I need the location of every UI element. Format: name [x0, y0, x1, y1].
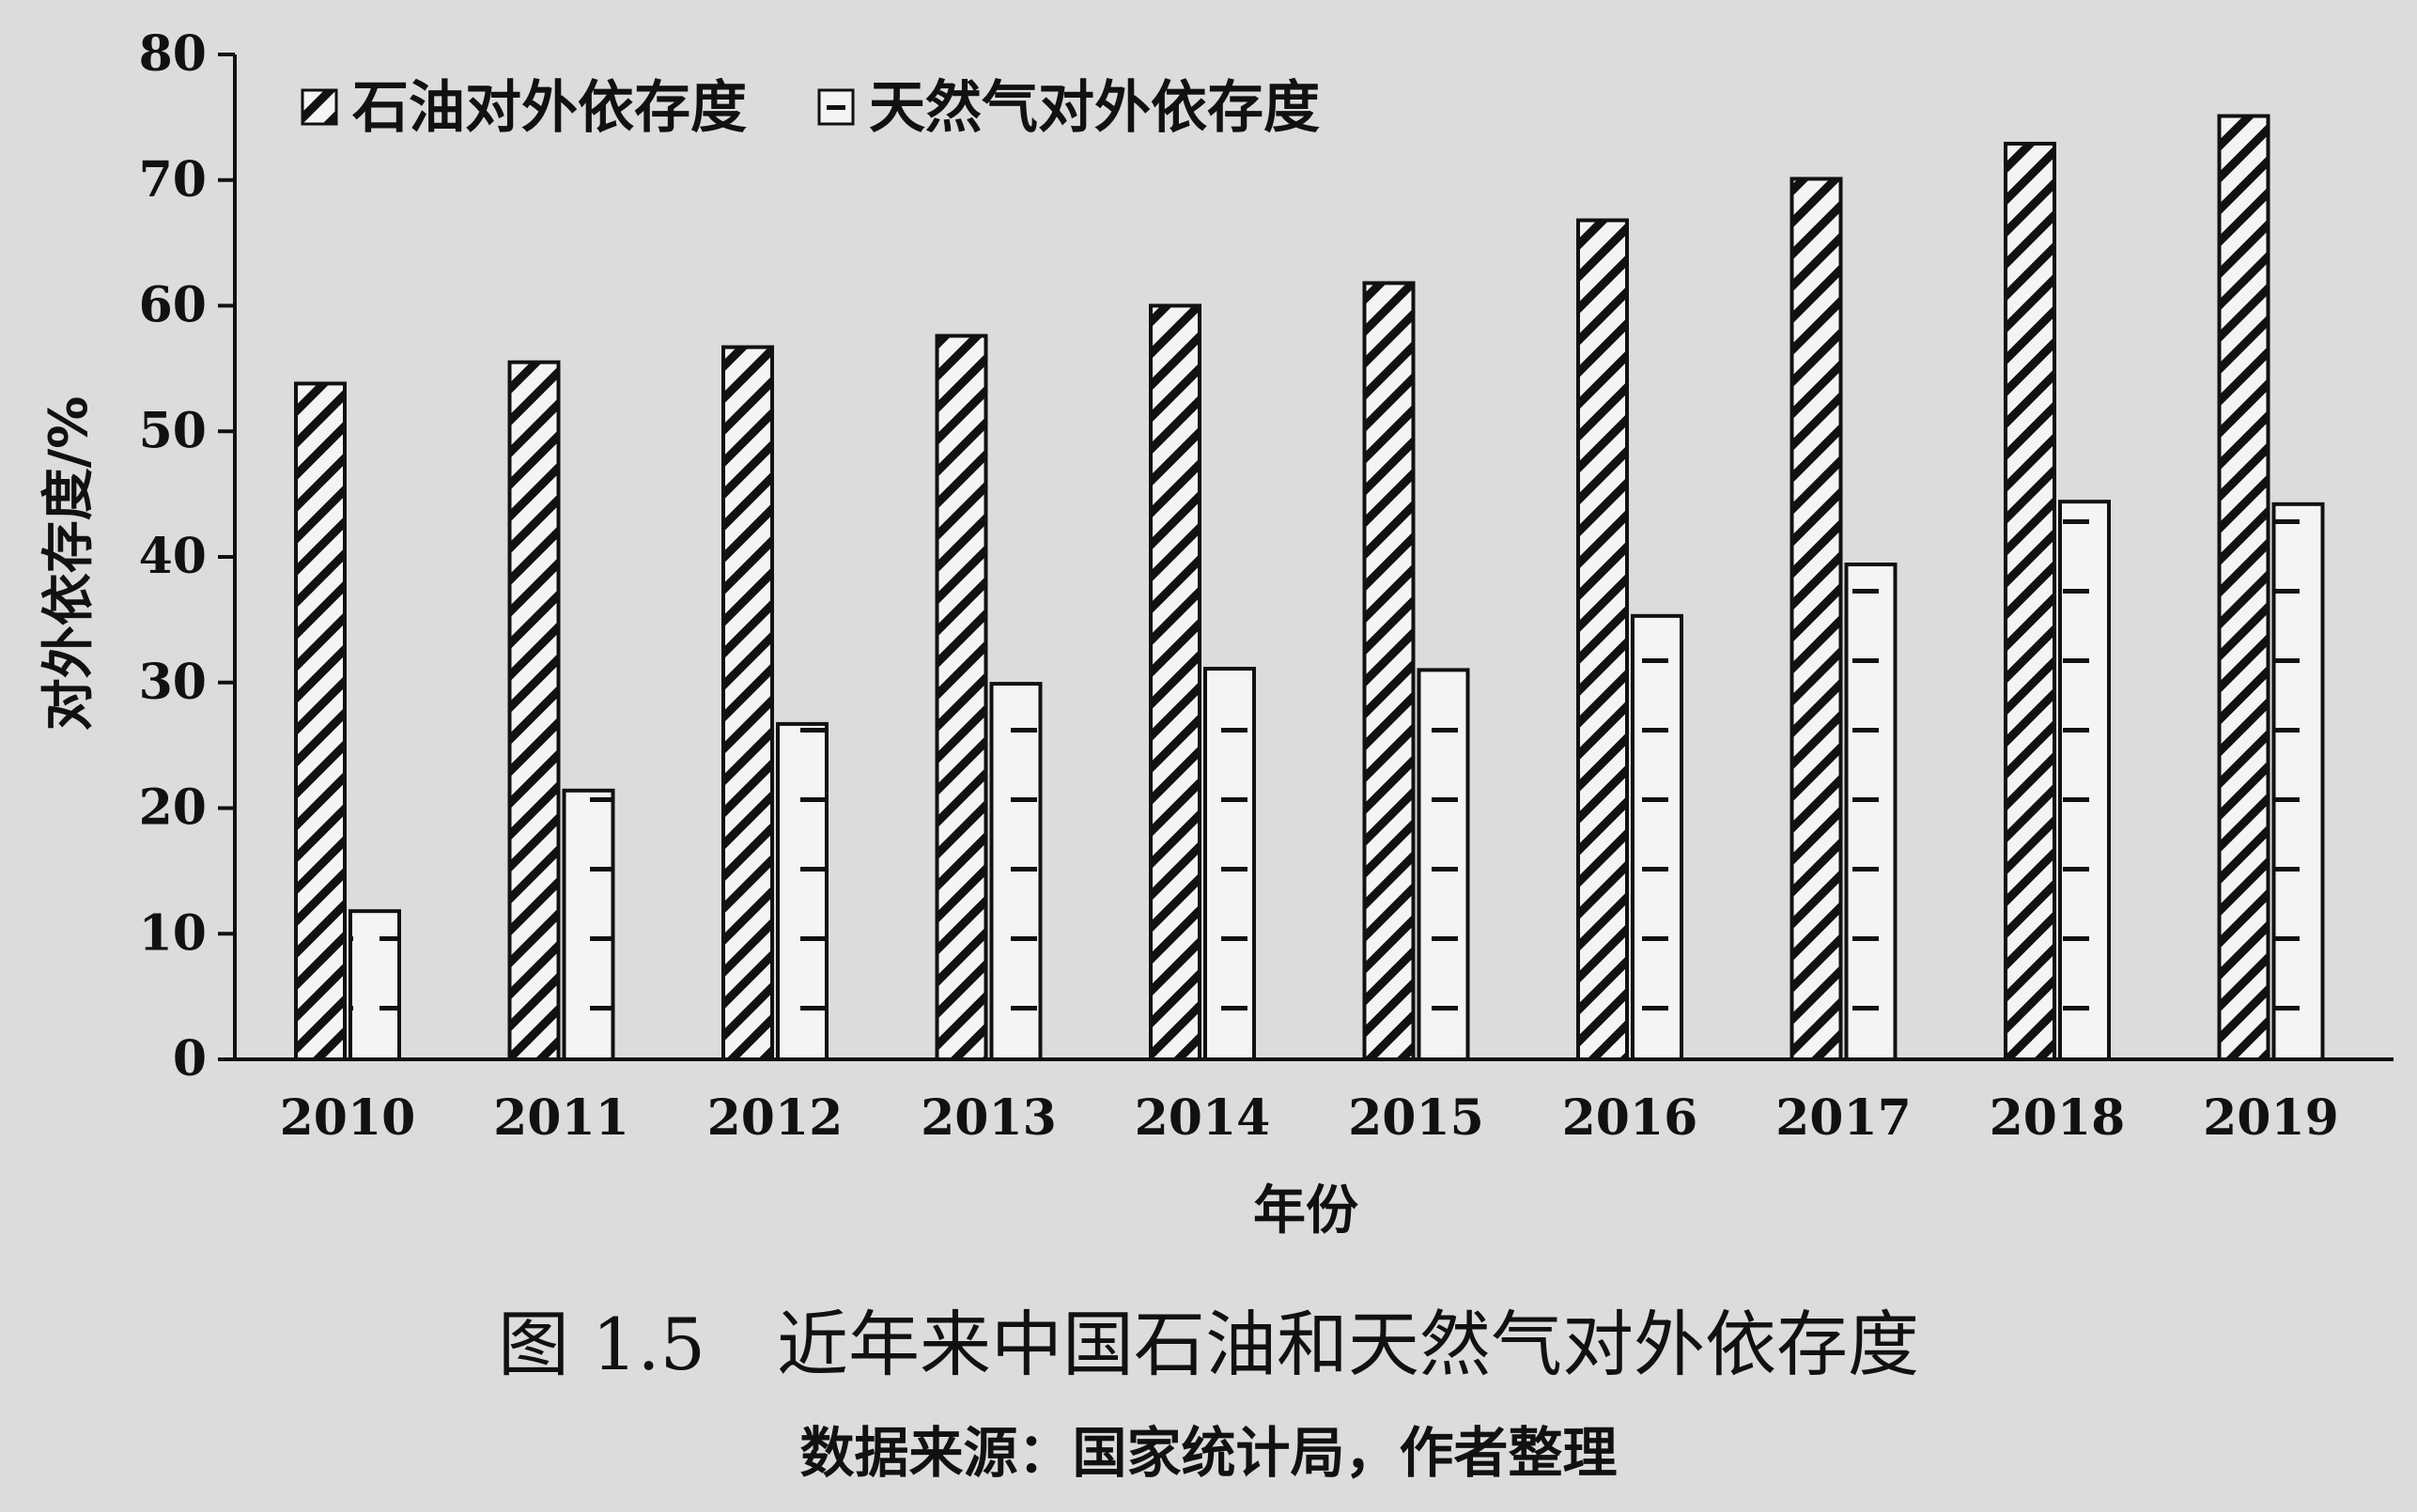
y-tick-label: 40 — [139, 528, 207, 585]
legend: 石油对外依存度 天然气对外依存度 — [301, 75, 1320, 141]
bar-gas-2018 — [2058, 500, 2111, 1061]
x-tick-label: 2017 — [1775, 1089, 1912, 1147]
y-tick-label: 10 — [139, 904, 207, 962]
y-axis-ticks: 0 10 20 30 40 50 60 70 80 — [139, 25, 235, 1088]
bar-gas-2015 — [1417, 668, 1470, 1061]
bar-oil-2011 — [507, 360, 561, 1061]
legend-swatch-oil — [301, 88, 338, 126]
y-tick-label: 30 — [139, 654, 207, 711]
data-source-note: 数据来源：国家统计局，作者整理 — [799, 1421, 1618, 1485]
y-tick-label: 60 — [139, 277, 207, 334]
y-tick-label: 80 — [139, 25, 207, 83]
x-axis-label: 年份 — [1253, 1180, 1358, 1242]
x-tick-label: 2019 — [2203, 1089, 2339, 1147]
x-axis-ticks: 2010 2011 2012 2013 2014 2015 2016 2017 2018 2019 — [280, 1089, 2339, 1147]
y-tick-label: 70 — [139, 151, 207, 208]
legend-swatch-gas-dash — [827, 105, 845, 110]
bar-oil-2019 — [2217, 114, 2270, 1062]
y-tick-label: 0 — [173, 1030, 207, 1088]
bar-oil-2010 — [294, 381, 347, 1061]
bar-gas-2014 — [1203, 667, 1256, 1061]
x-tick-label: 2016 — [1562, 1089, 1698, 1147]
x-tick-label: 2018 — [1990, 1089, 2126, 1147]
bar-gas-2019 — [2271, 501, 2325, 1061]
bar-gas-2017 — [1844, 563, 1898, 1061]
bar-oil-2016 — [1576, 218, 1629, 1062]
y-tick-label: 20 — [139, 779, 207, 837]
bar-gas-2016 — [1631, 613, 1683, 1061]
bar-oil-2014 — [1149, 303, 1201, 1061]
bar-gas-2013 — [989, 682, 1043, 1062]
x-tick-label: 2011 — [493, 1089, 629, 1147]
x-tick-label: 2012 — [707, 1089, 844, 1147]
bar-oil-2012 — [721, 345, 774, 1061]
bar-gas-2012 — [776, 721, 829, 1061]
bar-gas-2011 — [562, 788, 615, 1062]
bar-oil-2017 — [1790, 177, 1843, 1062]
legend-label-oil: 石油对外依存度 — [352, 75, 747, 141]
legend-label-gas: 天然气对外依存度 — [869, 75, 1320, 141]
bar-oil-2013 — [935, 333, 988, 1062]
figure-caption: 图 1.5 近年来中国石油和天然气对外依存度 — [497, 1303, 1920, 1386]
y-tick-label: 50 — [139, 402, 207, 459]
y-axis-label: 对外依存度/% — [39, 396, 100, 732]
bar-oil-2015 — [1362, 281, 1416, 1061]
x-tick-label: 2014 — [1135, 1089, 1271, 1147]
x-tick-label: 2015 — [1348, 1089, 1484, 1147]
x-tick-label: 2010 — [280, 1089, 416, 1147]
bar-oil-2018 — [2004, 141, 2056, 1061]
bars — [294, 114, 2325, 1062]
x-tick-label: 2013 — [921, 1089, 1057, 1147]
bar-gas-2010 — [349, 909, 401, 1061]
